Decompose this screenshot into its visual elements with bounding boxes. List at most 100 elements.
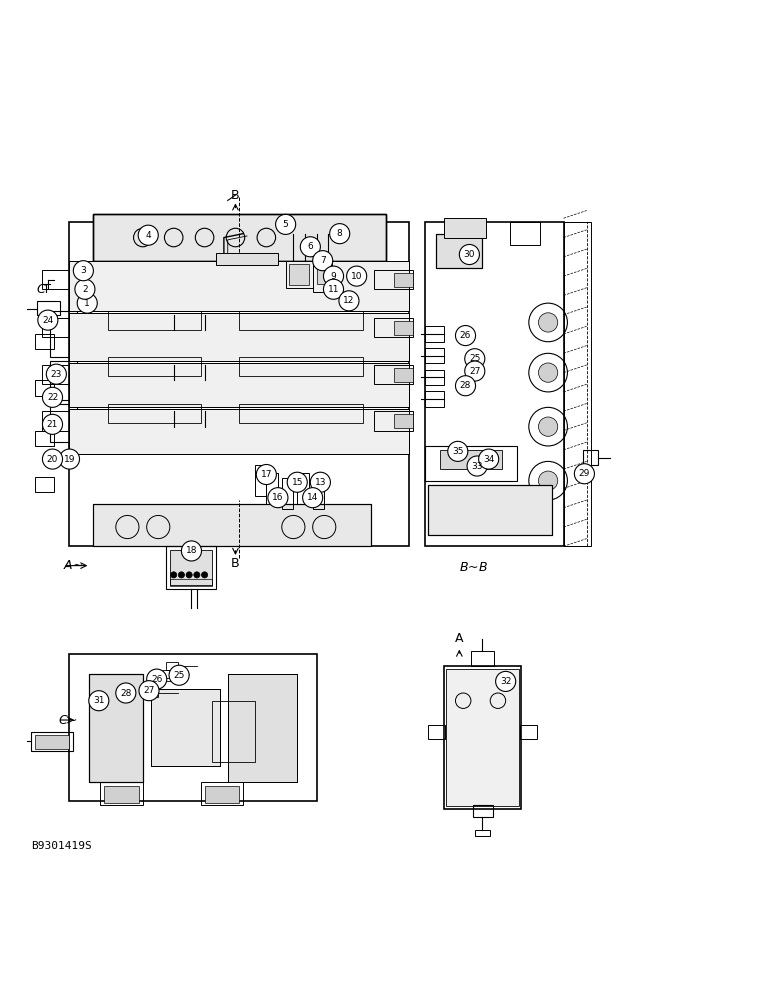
Text: $B$~$B$: $B$~$B$	[459, 561, 488, 574]
Bar	[35, 380, 54, 396]
Bar	[228, 674, 297, 782]
Bar	[42, 365, 69, 384]
Text: 26: 26	[151, 675, 162, 684]
Circle shape	[139, 681, 159, 701]
Text: 19: 19	[64, 455, 75, 464]
Bar	[520, 725, 537, 739]
Text: 4: 4	[145, 231, 151, 240]
Circle shape	[147, 669, 167, 689]
Bar	[42, 318, 69, 337]
Circle shape	[116, 683, 136, 703]
Circle shape	[42, 414, 63, 434]
Bar	[151, 689, 220, 766]
Bar	[93, 504, 371, 546]
Circle shape	[574, 464, 594, 484]
Circle shape	[178, 572, 185, 578]
Circle shape	[465, 349, 485, 369]
Bar	[239, 311, 363, 330]
Circle shape	[169, 665, 189, 685]
Bar	[69, 409, 409, 454]
Text: B: B	[231, 189, 240, 202]
Circle shape	[448, 441, 468, 461]
Bar	[201, 782, 243, 805]
Text: $A$~: $A$~	[63, 559, 83, 572]
Bar	[374, 365, 413, 384]
Text: 17: 17	[261, 470, 272, 479]
Bar	[313, 261, 332, 292]
Text: 7: 7	[320, 256, 326, 265]
Bar	[394, 414, 413, 428]
Bar	[42, 270, 69, 289]
Circle shape	[42, 449, 63, 469]
Bar	[510, 222, 540, 245]
Text: 16: 16	[273, 493, 283, 502]
Bar	[428, 725, 445, 739]
Bar	[166, 546, 216, 589]
Bar	[425, 348, 444, 363]
Bar	[475, 830, 490, 836]
Bar	[69, 261, 409, 311]
Bar	[297, 473, 309, 504]
Circle shape	[323, 279, 344, 299]
Bar	[374, 411, 413, 431]
Circle shape	[538, 471, 557, 490]
Text: 28: 28	[460, 381, 471, 390]
Bar	[374, 270, 413, 289]
Bar	[394, 321, 413, 335]
Bar	[69, 313, 409, 361]
Circle shape	[300, 237, 320, 257]
Bar	[444, 218, 486, 238]
Circle shape	[73, 261, 93, 281]
Bar	[425, 326, 444, 342]
Circle shape	[186, 572, 192, 578]
Bar	[69, 222, 409, 546]
Circle shape	[467, 456, 487, 476]
Bar	[35, 477, 54, 492]
Text: 10: 10	[351, 272, 362, 281]
Circle shape	[287, 472, 307, 492]
Bar	[69, 313, 409, 361]
Bar	[425, 391, 444, 407]
Circle shape	[496, 671, 516, 691]
Circle shape	[194, 572, 200, 578]
Bar	[69, 261, 409, 311]
Text: 11: 11	[328, 285, 339, 294]
Bar	[35, 735, 69, 749]
Bar	[428, 485, 552, 535]
Bar	[286, 261, 313, 288]
Bar	[89, 674, 143, 782]
Text: 6: 6	[307, 242, 313, 251]
Bar	[425, 370, 444, 385]
Circle shape	[538, 363, 557, 382]
Bar	[170, 550, 212, 585]
Text: 2: 2	[82, 285, 88, 294]
Bar	[93, 504, 371, 546]
Bar	[425, 222, 564, 546]
Bar	[471, 651, 494, 666]
Bar	[436, 234, 482, 268]
Text: B: B	[231, 557, 240, 570]
Text: 13: 13	[315, 478, 326, 487]
Bar	[50, 311, 77, 357]
Text: $C$~: $C$~	[58, 714, 78, 727]
Text: 21: 21	[47, 420, 58, 429]
Bar	[37, 301, 60, 315]
Text: 35: 35	[452, 447, 463, 456]
Bar	[104, 786, 139, 803]
Circle shape	[42, 387, 63, 407]
Circle shape	[347, 266, 367, 286]
Circle shape	[171, 572, 177, 578]
Bar	[228, 674, 297, 782]
Bar	[108, 403, 201, 423]
Bar	[394, 273, 413, 287]
Text: 22: 22	[47, 393, 58, 402]
Text: 31: 31	[93, 696, 104, 705]
Bar	[147, 689, 158, 697]
Text: 26: 26	[460, 331, 471, 340]
Text: 18: 18	[186, 546, 197, 555]
Bar	[89, 674, 143, 782]
Bar	[35, 431, 54, 446]
Bar	[42, 411, 69, 431]
Circle shape	[538, 417, 557, 436]
Text: 24: 24	[42, 316, 53, 325]
